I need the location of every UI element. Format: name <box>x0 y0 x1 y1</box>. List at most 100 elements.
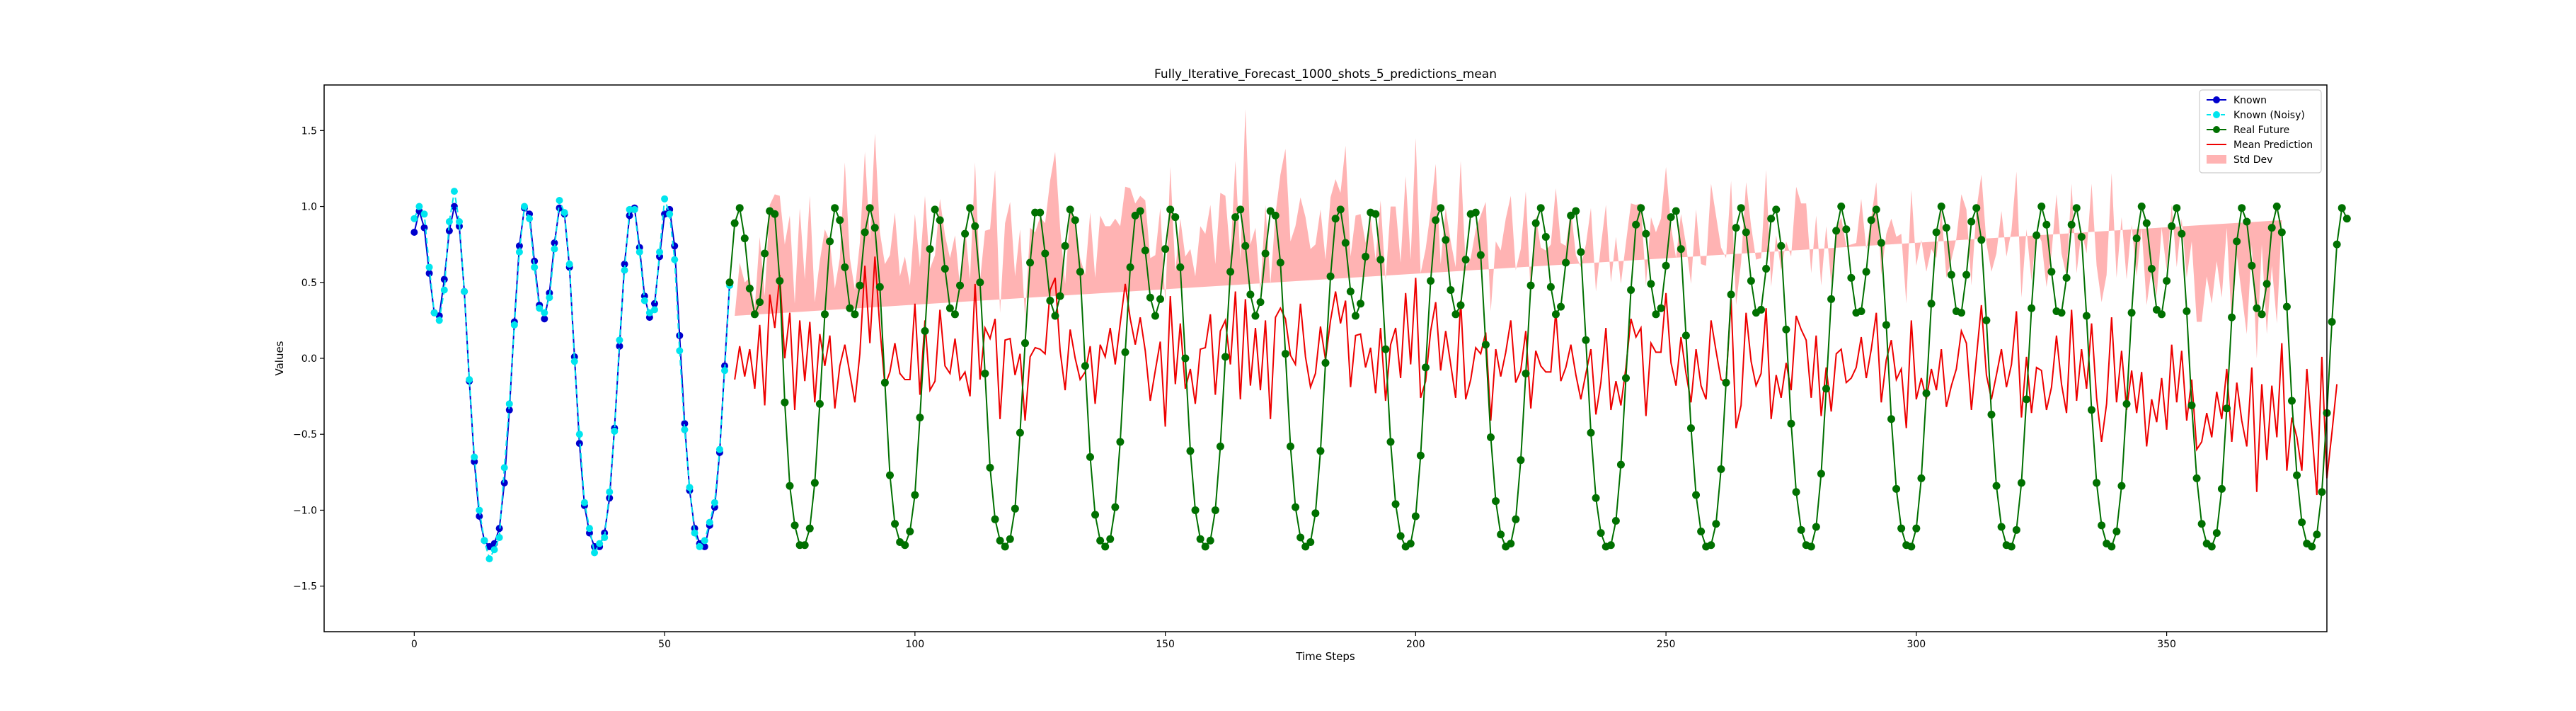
real-future-point <box>1191 506 1200 514</box>
real-future-point <box>1211 506 1219 514</box>
real-future-point <box>2253 304 2261 312</box>
real-future-point <box>1507 540 1515 548</box>
real-future-point <box>1787 419 1795 428</box>
real-future-point <box>931 205 939 214</box>
legend-label: Real Future <box>2233 125 2289 136</box>
real-future-point <box>2082 312 2091 320</box>
real-future-point <box>1997 523 2006 531</box>
real-future-point <box>901 541 909 550</box>
known-noisy-line <box>413 190 731 561</box>
real-future-point <box>880 378 889 387</box>
real-future-point <box>1076 268 1084 276</box>
real-future-point <box>1447 286 1455 294</box>
real-future-point <box>836 216 844 224</box>
real-future-point <box>1536 204 1545 212</box>
real-future-point <box>745 284 754 292</box>
real-future-point <box>1156 295 1165 303</box>
known-noisy-point <box>701 537 708 545</box>
real-future-point <box>2007 542 2016 551</box>
real-future-point <box>2207 542 2216 551</box>
real-future-point <box>936 216 944 224</box>
real-future-point <box>996 536 1004 545</box>
known-point <box>500 479 508 487</box>
real-future-point <box>1276 258 1284 267</box>
real-future-point <box>1046 297 1054 305</box>
real-future-point <box>826 237 834 246</box>
real-future-point <box>1056 292 1064 300</box>
x-tick-label: 300 <box>1907 639 1926 650</box>
real-future-point <box>1186 447 1195 455</box>
real-future-point <box>2098 521 2106 530</box>
known-noisy-point <box>711 499 718 506</box>
real-future-point <box>1481 341 1490 349</box>
known-noisy-point <box>696 542 703 550</box>
real-future-point <box>1086 453 1094 461</box>
real-future-point <box>1686 424 1695 433</box>
real-future-point <box>1391 500 1400 508</box>
known-point <box>671 242 679 250</box>
real-future-point <box>1727 290 1735 299</box>
known-noisy-point <box>456 218 464 225</box>
axes-layer: 0 50 100 150 200 250 300 350 −1.5 −1.0 −0.5 0.0 0.5… <box>293 84 2328 650</box>
known-noisy-point <box>721 367 728 375</box>
real-future-point <box>856 281 864 290</box>
real-future-point <box>1541 232 1550 241</box>
y-tick-label: 0.5 <box>301 278 317 289</box>
real-future-point <box>1897 524 1906 533</box>
known-noisy-point <box>640 297 648 305</box>
real-future-point <box>1226 268 1235 276</box>
known-noisy-point <box>505 400 513 408</box>
real-future-point <box>1597 529 1605 537</box>
real-future-point <box>2238 204 2246 212</box>
real-future-point <box>1381 345 1390 353</box>
real-future-point <box>1336 205 1345 214</box>
real-future-point <box>1171 213 1180 222</box>
known-noisy-point <box>631 205 638 213</box>
real-future-point <box>2158 310 2166 319</box>
real-future-point <box>1206 536 1214 545</box>
real-future-point <box>1251 312 1260 320</box>
real-future-point <box>1557 302 1565 311</box>
real-future-point <box>1427 277 1435 285</box>
legend-label: Mean Prediction <box>2233 140 2313 151</box>
real-future-point <box>891 520 899 528</box>
known-noisy-point <box>666 210 674 218</box>
real-future-point <box>2187 401 2196 409</box>
real-future-point <box>2178 229 2186 238</box>
known-point <box>420 224 428 232</box>
real-future-point <box>1812 523 1820 531</box>
legend-item: Real Future <box>2207 125 2289 136</box>
real-future-point <box>1792 488 1800 496</box>
real-future-point <box>1582 336 1590 344</box>
real-future-point <box>1396 532 1405 540</box>
real-future-point <box>1326 272 1335 280</box>
real-future-point <box>1822 385 1830 393</box>
known-noisy-point <box>445 218 453 225</box>
real-future-point <box>2072 204 2081 212</box>
real-future-point <box>1136 207 1144 215</box>
real-future-point <box>2282 302 2291 311</box>
real-future-point <box>861 228 869 237</box>
known-noisy-point <box>415 203 423 210</box>
real-future-point <box>2142 219 2151 227</box>
real-future-point <box>1316 447 1325 455</box>
real-future-point <box>2223 404 2231 413</box>
real-future-point <box>1141 246 1149 255</box>
real-future-point <box>2293 471 2301 479</box>
real-future-point <box>906 527 914 535</box>
real-future-point <box>1111 503 1120 511</box>
known-point <box>621 261 628 268</box>
known-noisy-point <box>661 195 669 203</box>
real-future-point <box>2067 220 2076 229</box>
real-future-point <box>1692 491 1701 499</box>
real-future-point <box>1782 325 1790 334</box>
real-future-point <box>2272 203 2281 211</box>
real-future-point <box>2147 264 2156 273</box>
known-noisy-point <box>430 309 438 317</box>
real-future-point <box>1742 228 1750 237</box>
known-noisy-point <box>560 209 568 217</box>
real-future-point <box>2122 399 2131 408</box>
real-future-point <box>2243 217 2251 226</box>
real-future-point <box>981 369 989 377</box>
